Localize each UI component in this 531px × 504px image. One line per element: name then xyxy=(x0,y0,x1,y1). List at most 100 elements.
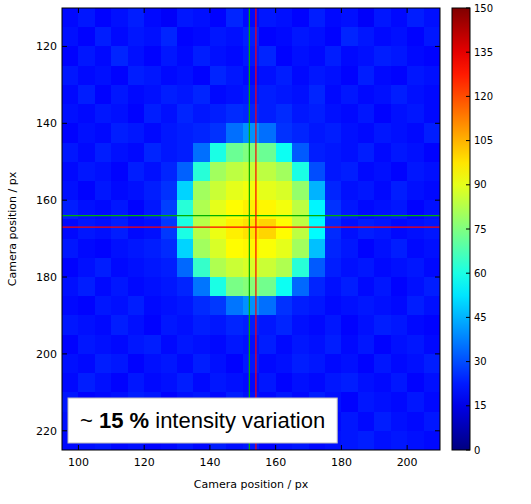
heat-cell xyxy=(128,219,145,239)
heat-cell xyxy=(276,354,293,374)
heat-cell xyxy=(424,66,440,86)
heat-cell xyxy=(95,162,112,182)
heat-cell xyxy=(177,335,194,355)
heat-cell xyxy=(341,219,358,239)
heat-cell xyxy=(226,123,243,143)
y-tick xyxy=(62,430,67,431)
plot-frame xyxy=(62,8,440,450)
heat-cell xyxy=(259,335,276,355)
heat-cell xyxy=(177,162,194,182)
heat-cell xyxy=(111,8,128,28)
heat-cell xyxy=(341,239,358,259)
heat-cell xyxy=(325,239,342,259)
heat-cell xyxy=(407,239,424,259)
heat-cell xyxy=(407,315,424,335)
heat-cell xyxy=(177,46,194,66)
chart: 100120140160180200120140160180200220Came… xyxy=(0,0,531,504)
colorbar-tick xyxy=(466,317,470,318)
heat-cell xyxy=(95,181,112,201)
heat-cell xyxy=(309,27,326,47)
heat-cell xyxy=(210,354,227,374)
heat-cell xyxy=(276,335,293,355)
heat-cell xyxy=(424,239,440,259)
heat-cell xyxy=(177,66,194,86)
heat-cell xyxy=(424,412,440,432)
heat-cell xyxy=(407,431,424,450)
heat-cell xyxy=(276,219,293,239)
heat-cell xyxy=(210,162,227,182)
heat-cell xyxy=(391,162,408,182)
heat-cell xyxy=(128,27,145,47)
heat-cell xyxy=(111,66,128,86)
crosshair-vertical xyxy=(249,8,250,450)
heat-cell xyxy=(210,373,227,393)
y-tick-label: 160 xyxy=(36,194,57,207)
heat-cell xyxy=(292,143,309,163)
heat-cell xyxy=(358,8,375,28)
heat-cell xyxy=(374,392,391,412)
heat-cell xyxy=(78,27,95,47)
heat-cell xyxy=(78,315,95,335)
heat-cell xyxy=(78,66,95,86)
heat-cell xyxy=(325,354,342,374)
heat-cell xyxy=(309,200,326,220)
colorbar-tick xyxy=(466,140,470,141)
heat-cell xyxy=(391,46,408,66)
heat-cell xyxy=(292,104,309,124)
heat-cell xyxy=(177,200,194,220)
heat-cell xyxy=(62,181,79,201)
heat-cell xyxy=(325,335,342,355)
heat-cell xyxy=(391,27,408,47)
heat-cell xyxy=(62,258,79,278)
heat-cell xyxy=(243,219,260,239)
heat-cell xyxy=(424,27,440,47)
y-tick xyxy=(435,277,440,278)
heat-cell xyxy=(161,219,178,239)
heat-cell xyxy=(243,315,260,335)
heat-cell xyxy=(177,219,194,239)
heat-cell xyxy=(161,200,178,220)
heat-cell xyxy=(111,123,128,143)
colorbar-tick xyxy=(466,273,470,274)
heat-cell xyxy=(292,85,309,105)
heat-cell xyxy=(358,123,375,143)
heat-cell xyxy=(144,85,161,105)
heat-cell xyxy=(78,354,95,374)
heat-cell xyxy=(193,8,210,28)
heat-cell xyxy=(111,239,128,259)
heat-cell xyxy=(111,85,128,105)
heat-cell xyxy=(407,277,424,297)
heat-cell xyxy=(95,200,112,220)
heat-cell xyxy=(111,296,128,316)
heat-cell xyxy=(161,46,178,66)
heat-cell xyxy=(325,123,342,143)
heat-cell xyxy=(341,258,358,278)
heat-cell xyxy=(276,27,293,47)
colorbar-tick-label: 45 xyxy=(474,312,487,323)
heat-cell xyxy=(391,219,408,239)
heat-cell xyxy=(128,277,145,297)
heat-cell xyxy=(95,354,112,374)
heat-cell xyxy=(424,296,440,316)
heat-cell xyxy=(62,200,79,220)
heat-cell xyxy=(341,431,358,450)
heat-cell xyxy=(292,181,309,201)
heat-cell xyxy=(161,239,178,259)
heat-cell xyxy=(243,162,260,182)
x-tick-label: 200 xyxy=(397,456,418,469)
heat-cell xyxy=(226,8,243,28)
heat-cell xyxy=(193,143,210,163)
heat-cell xyxy=(78,123,95,143)
heat-cell xyxy=(341,277,358,297)
heat-cell xyxy=(407,27,424,47)
heat-cell xyxy=(62,8,79,28)
heat-cell xyxy=(210,66,227,86)
heat-cell xyxy=(341,143,358,163)
heat-cell xyxy=(309,296,326,316)
heat-cell xyxy=(78,162,95,182)
heat-cell xyxy=(95,27,112,47)
heat-cell xyxy=(128,373,145,393)
heat-cell xyxy=(374,335,391,355)
heat-cell xyxy=(226,354,243,374)
heat-cell xyxy=(309,315,326,335)
